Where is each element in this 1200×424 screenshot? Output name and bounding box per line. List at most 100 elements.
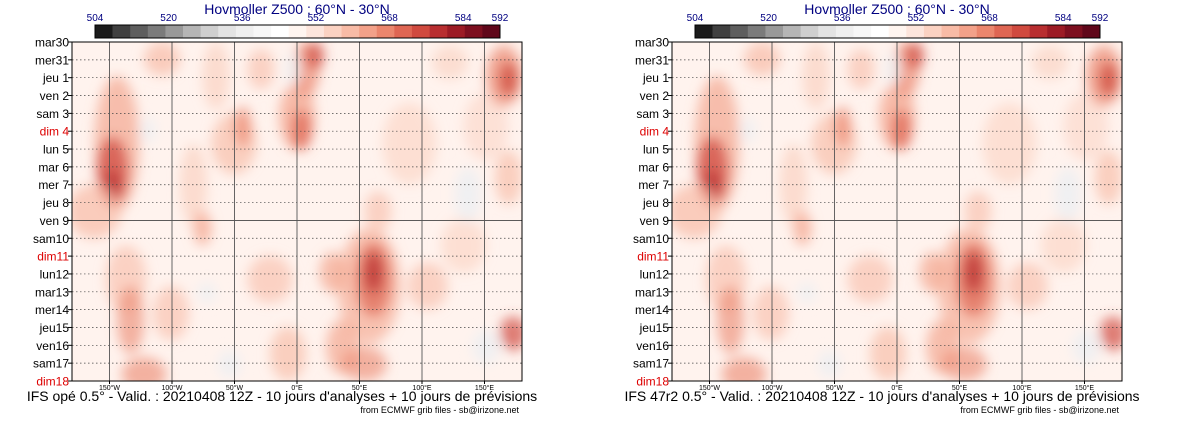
anomaly-contour [744,42,780,76]
low-contour [798,282,816,304]
credit-text: from ECMWF grib files - sb@irizone.net [960,405,1119,415]
date-label: lun12 [40,267,70,281]
colorbar-swatch [130,25,149,38]
colorbar-swatch [835,25,854,38]
colorbar-frame [694,24,1101,39]
date-label: dim 4 [640,125,670,139]
anomaly-contour [793,211,812,246]
colorbar-swatch [323,25,342,38]
anomaly-contour [441,218,486,273]
anomaly-contour [432,45,468,80]
anomaly-contour [982,103,1037,185]
longitude-label: 100°E [1012,384,1031,392]
date-label: dim11 [37,250,69,264]
date-label: mer14 [635,303,669,317]
colorbar-swatch [783,25,801,38]
colorbar-swatch [253,25,272,38]
longitude-label: 150°W [699,384,720,392]
date-label: mar30 [35,36,69,50]
anomaly-contour [121,357,167,381]
anomaly-contour [291,109,312,151]
z500-field [72,42,522,381]
footer-caption: IFS opé 0.5° - Valid. : 20210408 12Z - 1… [27,388,537,404]
colorbar-swatch [853,25,872,38]
date-label: mar 6 [38,160,69,174]
colorbar-swatch [765,25,784,38]
colorbar-swatch [394,25,413,38]
date-label: mer 7 [38,178,69,192]
date-label: jeu 1 [642,71,669,85]
longitude-label: 100°W [761,384,782,392]
anomaly-contour [1063,92,1109,161]
date-label: ven 9 [40,214,70,228]
colorbar-swatch [359,25,378,38]
anomaly-contour [306,42,324,70]
low-contour [818,350,841,378]
anomaly-contour [407,262,448,310]
anomaly-contour [495,150,522,205]
colorbar-swatch [447,25,466,38]
anomaly-contour [342,347,387,381]
colorbar-swatch [271,25,289,38]
date-label: mer31 [635,53,669,67]
low-contour [472,330,500,365]
anomaly-contour [753,286,789,341]
colorbar-swatch [1011,25,1030,38]
colorbar-swatch [818,25,837,38]
date-label: mar 6 [638,160,669,174]
colorbar-tick-label: 536 [834,13,851,24]
low-contour [141,116,156,144]
colorbar-tick-label: 504 [87,13,104,24]
longitude-label: 150°E [475,384,494,392]
z500-field [672,42,1122,381]
anomaly-contour [193,211,212,246]
anomaly-contour [847,255,893,304]
anomaly-contour [153,286,189,341]
colorbar-swatch [747,25,766,38]
date-label: ven16 [36,339,69,353]
colorbar-swatch [464,25,483,38]
colorbar-swatch [482,25,501,38]
date-label: sam 3 [636,107,669,121]
date-label: sam 3 [36,107,69,121]
anomaly-contour [1099,316,1122,351]
colorbar-swatch [341,25,360,38]
longitude-label: 50°E [952,384,968,392]
colorbar-swatch [888,25,907,38]
longitude-label: 50°W [826,384,844,392]
hovmoller-chart-ifs-47r2: Hovmoller Z500 : 60°N - 30°N 504 520 536 552… [624,1,1139,415]
colorbar-swatch [112,25,131,38]
anomaly-contour [942,347,987,381]
colorbar-swatch [288,25,307,38]
colorbar-tick-label: 584 [1055,13,1072,24]
date-label: ven 9 [640,214,670,228]
colorbar-tick-label: 592 [492,13,509,24]
anomaly-contour [802,42,830,110]
colorbar-tick-label: 552 [308,13,325,24]
date-label: ven16 [636,339,669,353]
anomaly-contour [144,42,180,76]
colorbar-swatch [1082,25,1101,38]
date-label: sam17 [633,357,669,371]
date-label: sam10 [633,232,669,246]
longitude-label: 0°E [891,384,903,392]
anomaly-contour [499,62,518,97]
colorbar-swatch [730,25,749,38]
low-contour [1054,167,1082,222]
longitude-label: 100°E [412,384,431,392]
longitude-label: 150°E [1075,384,1094,392]
anomaly-contour [1007,262,1048,310]
anomaly-contour [717,286,744,354]
anomaly-contour [847,48,875,90]
date-label: dim18 [636,375,669,389]
colorbar-swatch [941,25,960,38]
plot-frame [671,41,1123,382]
colorbar-swatch [429,25,448,38]
anomaly-contour [117,286,144,354]
date-label: jeu15 [39,321,70,335]
longitude-label: 50°E [352,384,368,392]
anomaly-contour [964,252,983,293]
colorbar-tick-label: 568 [381,13,398,24]
colorbar-tick-label: 568 [981,13,998,24]
anomaly-contour [270,326,306,381]
